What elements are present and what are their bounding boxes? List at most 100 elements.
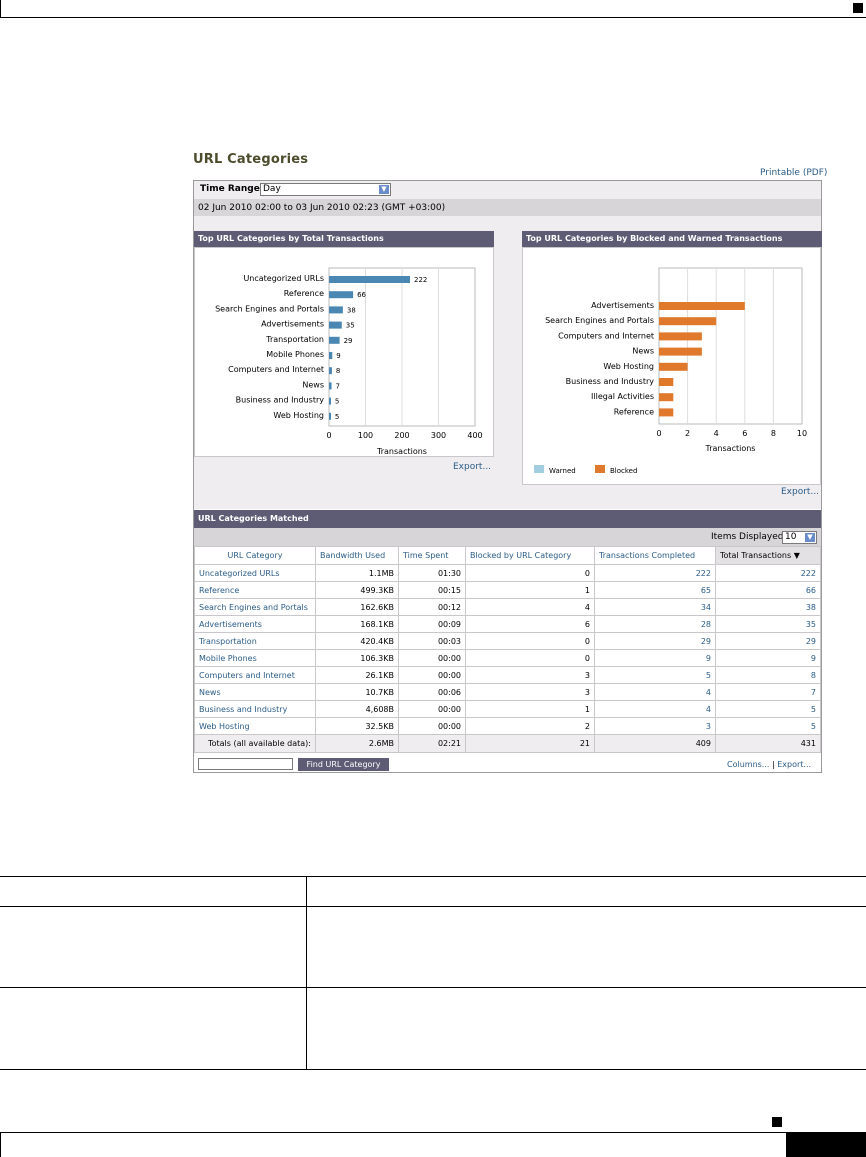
cell-blocked: 1 <box>465 700 595 718</box>
items-displayed-select[interactable]: 10 ▼ <box>782 531 817 544</box>
bar <box>329 321 342 329</box>
column-header-url-category[interactable]: URL Category <box>194 546 316 565</box>
x-tick-label: 100 <box>358 431 373 440</box>
category-label: Advertisements <box>261 320 324 329</box>
left-export-link[interactable]: Export... <box>453 462 492 472</box>
cell-transactions-completed[interactable]: 29 <box>594 632 716 650</box>
cell-total-transactions[interactable]: 7 <box>715 683 821 701</box>
columns-link[interactable]: Columns... <box>727 760 770 769</box>
cell-transactions-completed[interactable]: 4 <box>594 700 716 718</box>
category-label: Web Hosting <box>603 362 654 371</box>
x-tick-label: 10 <box>797 429 807 438</box>
cell-bandwidth: 420.4KB <box>315 632 399 650</box>
chevron-down-icon[interactable]: ▼ <box>805 533 815 542</box>
table-row: Uncategorized URLs 1.1MB 01:30 0 222 222 <box>194 564 821 582</box>
cell-bandwidth: 32.5KB <box>315 717 399 735</box>
cell-time-spent: 00:00 <box>398 700 466 718</box>
cell-url-category[interactable]: News <box>194 683 316 701</box>
printable-pdf-link[interactable]: Printable (PDF) <box>760 168 828 178</box>
column-header-bandwidth-used[interactable]: Bandwidth Used <box>315 546 399 565</box>
cell-bandwidth: 106.3KB <box>315 649 399 667</box>
cell-bandwidth: 168.1KB <box>315 615 399 633</box>
category-label: Advertisements <box>591 301 654 310</box>
blocked-warned-panel: 0 2 4 6 8 10 Transactions Advertisements Search … <box>522 247 821 485</box>
table-row: Transportation 420.4KB 00:03 0 29 29 <box>194 632 821 650</box>
cell-url-category[interactable]: Mobile Phones <box>194 649 316 667</box>
data-label: 66 <box>357 291 366 299</box>
cell-url-category[interactable]: Transportation <box>194 632 316 650</box>
bar <box>329 306 343 314</box>
url-categories-matched-header: URL Categories Matched <box>194 510 821 528</box>
cell-time-spent: 00:00 <box>398 717 466 735</box>
table-row: Reference 499.3KB 00:15 1 65 66 <box>194 581 821 599</box>
column-header-total-transactions[interactable]: Total Transactions ▼ <box>715 546 821 565</box>
right-export-link[interactable]: Export... <box>781 487 820 497</box>
cell-transactions-completed[interactable]: 9 <box>594 649 716 667</box>
cell-bandwidth: 4,608B <box>315 700 399 718</box>
find-url-category-button[interactable]: Find URL Category <box>298 758 389 771</box>
cell-url-category[interactable]: Computers and Internet <box>194 666 316 684</box>
cell-transactions-completed[interactable]: 222 <box>594 564 716 582</box>
cell-total-transactions[interactable]: 29 <box>715 632 821 650</box>
cell-transactions-completed[interactable]: 5 <box>594 666 716 684</box>
bar <box>329 367 332 375</box>
cell-total-transactions[interactable]: 35 <box>715 615 821 633</box>
x-tick-label: 0 <box>656 429 661 438</box>
items-displayed-bar <box>194 528 821 546</box>
category-label: News <box>302 380 324 389</box>
date-range-bar <box>194 199 821 216</box>
legend-swatch <box>534 465 544 473</box>
x-tick-label: 400 <box>467 431 482 440</box>
cell-transactions-completed[interactable]: 34 <box>594 598 716 616</box>
cell-url-category[interactable]: Reference <box>194 581 316 599</box>
category-label: Transportation <box>265 335 324 344</box>
bar <box>659 378 674 386</box>
cell-blocked: 4 <box>465 598 595 616</box>
cell-total-transactions[interactable]: 66 <box>715 581 821 599</box>
cell-transactions-completed[interactable]: 4 <box>594 683 716 701</box>
x-axis-label: Transactions <box>705 444 756 453</box>
column-header-time-spent[interactable]: Time Spent <box>398 546 466 565</box>
x-axis-label: Transactions <box>376 447 427 456</box>
table-export-link[interactable]: Export... <box>777 760 812 769</box>
column-header-blocked-by-url-category[interactable]: Blocked by URL Category <box>465 546 595 565</box>
cell-total-transactions[interactable]: 38 <box>715 598 821 616</box>
cell-total-transactions[interactable]: 5 <box>715 717 821 735</box>
bottom-rule <box>0 1132 866 1133</box>
category-label: Reference <box>614 407 654 416</box>
cell-total-transactions[interactable]: 222 <box>715 564 821 582</box>
totals-row: Totals (all available data): 2.6MB 02:21 21… <box>194 734 821 753</box>
category-label: News <box>632 347 654 356</box>
top-rule <box>0 17 866 18</box>
bar <box>659 332 702 341</box>
bar <box>659 302 745 310</box>
cell-total-transactions[interactable]: 8 <box>715 666 821 684</box>
table-header-row: URL Category Bandwidth Used Time Spent B… <box>194 546 821 565</box>
cell-url-category[interactable]: Advertisements <box>194 615 316 633</box>
bar <box>329 276 411 283</box>
totals-value: 431 <box>715 734 821 753</box>
cell-total-transactions[interactable]: 9 <box>715 649 821 667</box>
cell-time-spent: 00:09 <box>398 615 466 633</box>
items-displayed-label: Items Displayed <box>711 532 784 542</box>
chevron-down-icon[interactable]: ▼ <box>379 185 389 194</box>
find-url-category-input[interactable] <box>198 758 293 770</box>
cell-url-category[interactable]: Business and Industry <box>194 700 316 718</box>
table-row: Web Hosting 32.5KB 00:00 2 3 5 <box>194 717 821 735</box>
cell-transactions-completed[interactable]: 28 <box>594 615 716 633</box>
cell-transactions-completed[interactable]: 3 <box>594 717 716 735</box>
cell-url-category[interactable]: Search Engines and Portals <box>194 598 316 616</box>
data-label: 222 <box>414 276 427 284</box>
column-header-transactions-completed[interactable]: Transactions Completed <box>594 546 716 565</box>
doc-table-rule <box>0 906 866 907</box>
cell-total-transactions[interactable]: 5 <box>715 700 821 718</box>
date-range-text: 02 Jun 2010 02:00 to 03 Jun 2010 02:23 (… <box>198 203 446 213</box>
x-tick-label: 0 <box>326 431 331 440</box>
x-tick-label: 6 <box>742 429 747 438</box>
cell-transactions-completed[interactable]: 65 <box>594 581 716 599</box>
time-range-select[interactable]: Day ▼ <box>260 183 391 196</box>
cell-url-category[interactable]: Uncategorized URLs <box>194 564 316 582</box>
blocked-warned-chart: 0 2 4 6 8 10 Transactions Advertisements Search … <box>534 267 807 475</box>
table-footer-links: Columns... | Export... <box>727 760 811 769</box>
cell-url-category[interactable]: Web Hosting <box>194 717 316 735</box>
